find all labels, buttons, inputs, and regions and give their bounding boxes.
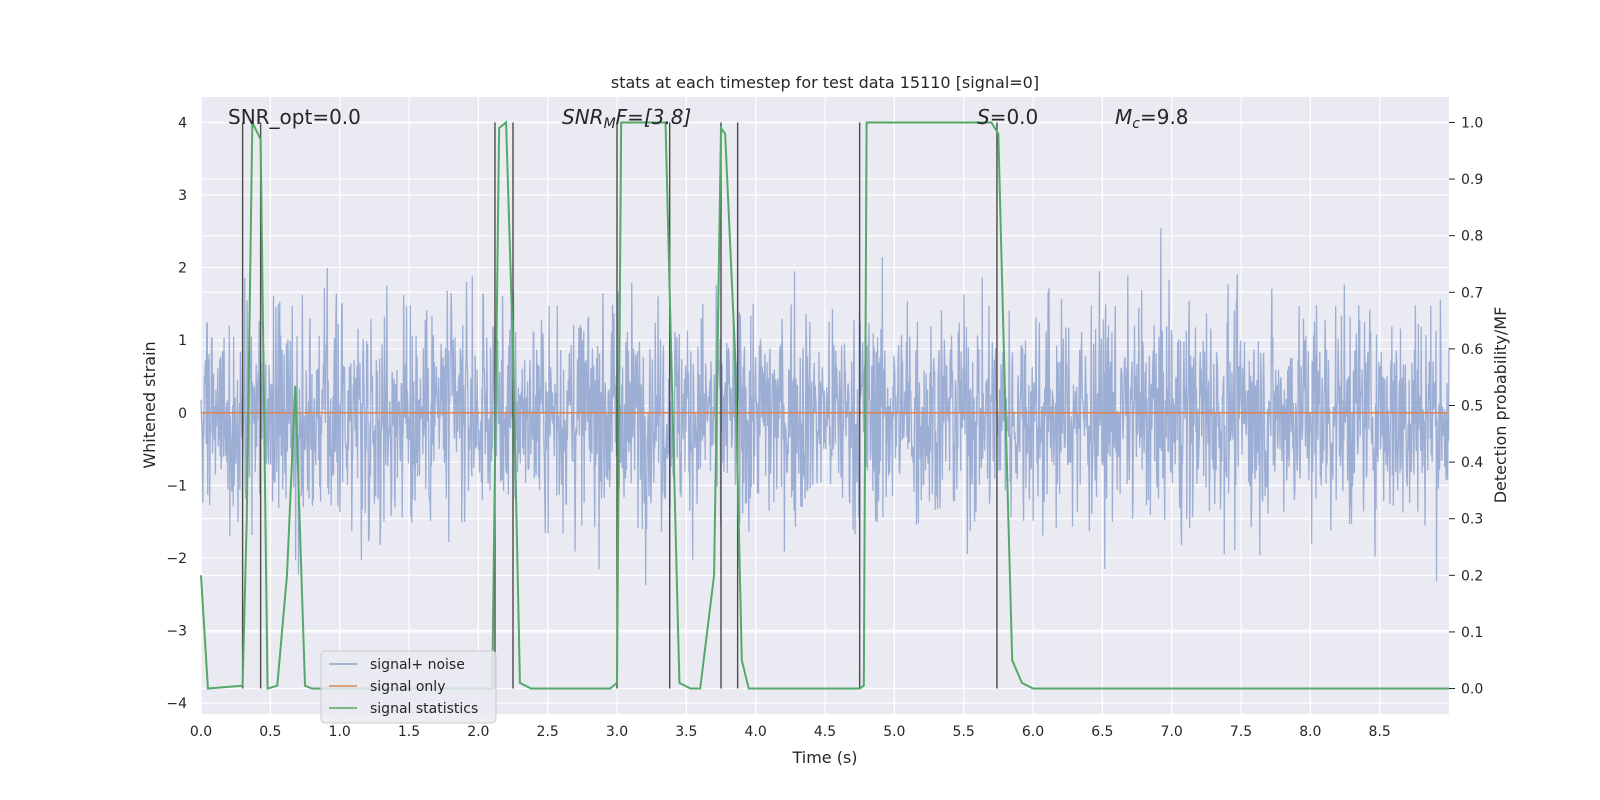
y-right-tick-label-0: 1.0 — [1461, 115, 1483, 131]
y-right-axis-ticks: 1.0 0.9 0.8 0.7 0.6 0.5 0.4 0.3 0.2 0.1 0.0 — [1449, 115, 1483, 698]
y-right-tick-label-8: 0.2 — [1461, 568, 1483, 584]
annotation-snr-opt: SNR_opt=0.0 — [228, 105, 361, 129]
x-tick-label-6: 3.0 — [606, 724, 628, 740]
x-tick-label-15: 7.5 — [1230, 724, 1252, 740]
x-tick-label-9: 4.5 — [814, 724, 836, 740]
x-tick-label-2: 1.0 — [329, 724, 351, 740]
legend-label-signal-statistics: signal statistics — [370, 701, 478, 717]
legend-box — [320, 650, 497, 724]
x-tick-label-4: 2.0 — [467, 724, 489, 740]
y-right-axis-label: Detection probability/MF — [1491, 307, 1510, 504]
chart-title: stats at each timestep for test data 151… — [611, 73, 1039, 92]
legend: signal+ noise signal only signal statist… — [320, 650, 497, 724]
y-left-tick-label-5: −1 — [166, 478, 187, 494]
y-left-tick-label-0: 4 — [178, 115, 187, 131]
y-right-tick-label-3: 0.7 — [1461, 285, 1483, 301]
x-tick-label-5: 2.5 — [537, 724, 559, 740]
legend-label-signal-only: signal only — [370, 679, 445, 695]
x-tick-label-3: 1.5 — [398, 724, 420, 740]
y-right-tick-label-6: 0.4 — [1461, 455, 1483, 471]
y-right-tick-label-1: 0.9 — [1461, 172, 1483, 188]
y-right-tick-label-9: 0.1 — [1461, 625, 1483, 641]
annotation-s-base: S — [977, 105, 990, 129]
y-left-axis-ticks: 4 3 2 1 0 −1 −2 −3 −4 — [166, 115, 187, 712]
x-tick-label-14: 7.0 — [1161, 724, 1183, 740]
y-left-tick-label-4: 0 — [178, 406, 187, 422]
y-right-tick-label-4: 0.6 — [1461, 342, 1483, 358]
x-tick-label-13: 6.5 — [1091, 724, 1113, 740]
x-tick-label-16: 8.0 — [1299, 724, 1321, 740]
x-tick-label-17: 8.5 — [1369, 724, 1391, 740]
annotation-s-rest: =0.0 — [990, 105, 1039, 129]
y-right-tick-label-5: 0.5 — [1461, 399, 1483, 415]
annotation-mc: Mc=9.8 — [1115, 105, 1189, 132]
x-tick-label-12: 6.0 — [1022, 724, 1044, 740]
x-axis-label: Time (s) — [791, 748, 857, 767]
vertical-lines-layer — [241, 122, 998, 689]
y-left-tick-label-7: −3 — [166, 624, 187, 640]
series-signal-statistics-line — [200, 120, 1449, 690]
legend-label-signal-noise: signal+ noise — [370, 657, 465, 673]
y-left-tick-label-1: 3 — [178, 188, 187, 204]
x-tick-label-8: 4.0 — [745, 724, 767, 740]
y-left-axis-label: Whitened strain — [140, 341, 159, 468]
annotation-snr-mf-sub: M — [604, 116, 616, 132]
annotation-snr-mf-rest-f: F=[3.8] — [616, 105, 692, 129]
x-tick-label-10: 5.0 — [883, 724, 905, 740]
x-tick-label-7: 3.5 — [675, 724, 697, 740]
annotation-snr-mf-base: SNR — [562, 105, 604, 129]
y-left-tick-label-2: 2 — [178, 261, 187, 277]
x-axis-ticks: 0.0 0.5 1.0 1.5 2.0 2.5 3.0 3.5 4.0 4.5 5.0 5.5 6.0 6… — [190, 724, 1391, 740]
y-right-tick-label-2: 0.8 — [1461, 229, 1483, 245]
x-tick-label-11: 5.5 — [953, 724, 975, 740]
series-signal-noise-line — [200, 228, 1450, 585]
y-right-tick-label-10: 0.0 — [1461, 682, 1483, 698]
signal-noise-series — [200, 228, 1450, 585]
y-left-tick-label-8: −4 — [166, 696, 187, 712]
x-tick-label-0: 0.0 — [190, 724, 212, 740]
signal-statistics-series — [200, 120, 1449, 690]
annotation-mc-sub: c — [1132, 116, 1140, 132]
y-left-tick-label-3: 1 — [178, 333, 187, 349]
y-left-tick-label-6: −2 — [166, 551, 187, 567]
annotation-snr-mf: SNRMF=[3.8] — [562, 105, 691, 132]
x-tick-label-1: 0.5 — [259, 724, 281, 740]
annotation-mc-base: M — [1115, 105, 1132, 129]
annotation-mc-rest: =9.8 — [1140, 105, 1189, 129]
y-right-tick-label-7: 0.3 — [1461, 512, 1483, 528]
annotation-s: S=0.0 — [977, 105, 1038, 129]
